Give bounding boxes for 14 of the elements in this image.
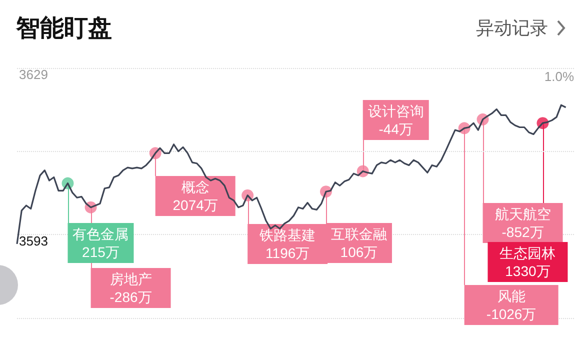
y-tick-label: 3629 bbox=[19, 67, 48, 82]
annotation: 生态园林 1330万 bbox=[500, 245, 556, 279]
annotation: 有色金属 215万 bbox=[72, 226, 129, 260]
y-tick-label: 3593 bbox=[19, 234, 48, 249]
annotation: 概念 2074万 bbox=[172, 179, 218, 213]
annotation: 互联金融 106万 bbox=[330, 226, 387, 260]
annotation: 1.0% bbox=[544, 69, 574, 84]
chart-title: 智能盯盘 bbox=[16, 13, 112, 44]
annotation: 航天航空 -852万 bbox=[494, 206, 551, 240]
annotation: 房地产 -286万 bbox=[110, 271, 152, 305]
chart-subtitle: 异动记录 bbox=[476, 17, 548, 40]
annotation: 风能 -1026万 bbox=[486, 288, 536, 322]
annotation: 铁路基建 1196万 bbox=[258, 227, 316, 261]
annotation: 设计咨询 -44万 bbox=[368, 103, 424, 137]
